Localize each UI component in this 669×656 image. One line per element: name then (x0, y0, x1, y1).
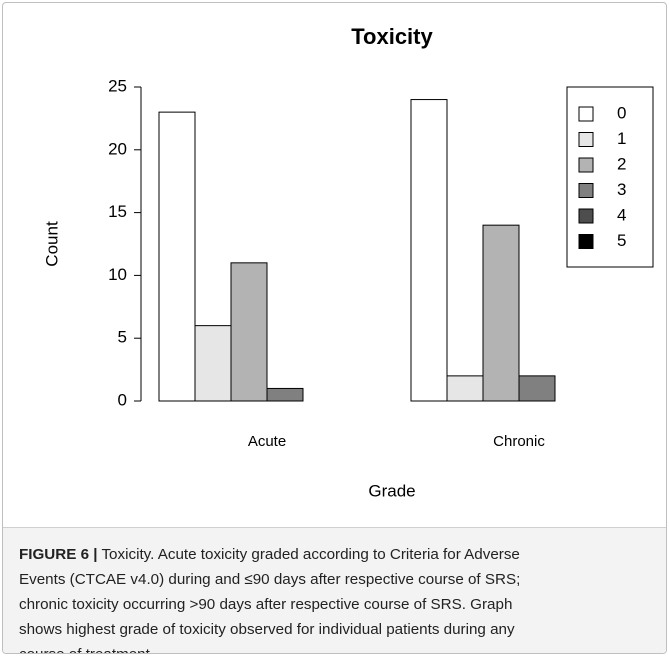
legend-swatch (578, 106, 594, 122)
bar (410, 99, 448, 402)
bar (482, 224, 520, 402)
y-axis-label: Count (42, 221, 61, 267)
legend-label: 2 (617, 154, 626, 173)
chart-title: Toxicity (351, 24, 433, 49)
x-axis-label: Grade (368, 481, 415, 500)
caption-line: chronic toxicity occurring >90 days afte… (19, 596, 513, 613)
legend-swatch (578, 157, 594, 173)
legend-label: 4 (617, 205, 626, 224)
y-tick-label: 5 (118, 328, 127, 347)
caption: FIGURE 6 | Toxicity. Acute toxicity grad… (3, 527, 666, 653)
legend-label: 1 (617, 129, 626, 148)
legend-swatch (578, 183, 594, 198)
legend-label: 3 (617, 180, 626, 199)
caption-label: FIGURE 6 | (19, 546, 98, 563)
caption-line: course of treatment. (19, 646, 154, 653)
legend-swatch (578, 208, 594, 224)
caption-line: Toxicity. Acute toxicity graded accordin… (101, 546, 520, 563)
bar (230, 262, 268, 402)
x-tick-label: Acute (248, 433, 286, 450)
bar (266, 387, 304, 402)
y-tick-label: 20 (108, 139, 127, 158)
bar (518, 375, 556, 402)
legend-label: 5 (617, 231, 626, 250)
y-tick-label: 0 (118, 390, 127, 409)
caption-line: Events (CTCAE v4.0) during and ≤90 days … (19, 571, 521, 588)
bar (446, 375, 484, 402)
bar (158, 111, 196, 402)
legend-swatch (578, 234, 594, 249)
legend-label: 0 (617, 103, 626, 122)
y-tick-label: 25 (108, 76, 127, 95)
y-tick-label: 10 (108, 265, 127, 284)
y-tick-label: 15 (108, 202, 127, 221)
caption-line: shows highest grade of toxicity observed… (19, 621, 515, 638)
bar (194, 325, 232, 402)
x-tick-label: Chronic (493, 433, 545, 450)
legend-swatch (578, 132, 594, 147)
